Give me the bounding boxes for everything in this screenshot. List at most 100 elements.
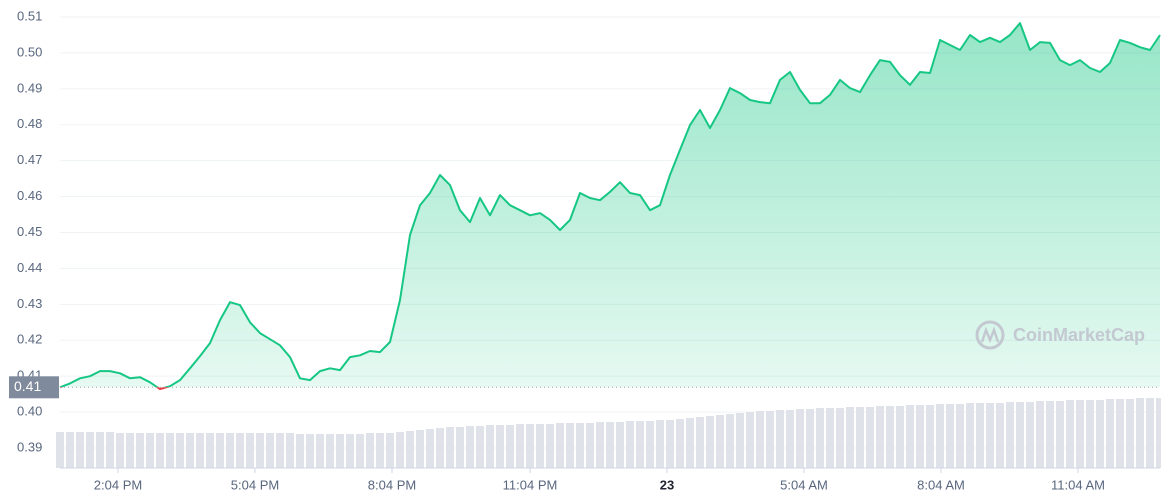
volume-bar bbox=[696, 417, 704, 468]
volume-bar bbox=[836, 408, 844, 468]
volume-bar bbox=[536, 424, 544, 468]
volume-bar bbox=[1086, 400, 1094, 468]
volume-bar bbox=[1046, 401, 1054, 468]
volume-bar bbox=[676, 419, 684, 468]
volume-bar bbox=[526, 424, 534, 468]
volume-bar bbox=[1156, 398, 1161, 468]
volume-bar bbox=[1016, 402, 1024, 468]
x-tick-label: 8:04 PM bbox=[368, 477, 416, 492]
y-tick-label: 0.49 bbox=[17, 80, 42, 95]
volume-bar bbox=[316, 434, 324, 468]
volume-bar bbox=[326, 434, 334, 468]
volume-bar bbox=[76, 432, 84, 468]
volume-bar bbox=[176, 433, 184, 468]
y-tick-label: 0.43 bbox=[17, 296, 42, 311]
volume-bar bbox=[276, 433, 284, 468]
x-tick-label: 23 bbox=[660, 477, 674, 492]
volume-bar bbox=[756, 411, 764, 468]
volume-bar bbox=[306, 434, 314, 468]
y-tick-label: 0.45 bbox=[17, 224, 42, 239]
volume-bar bbox=[726, 414, 734, 468]
x-tick-label: 11:04 AM bbox=[1051, 477, 1105, 492]
volume-bar bbox=[616, 422, 624, 468]
volume-bar bbox=[116, 433, 124, 468]
volume-bar bbox=[1136, 398, 1144, 468]
volume-bar bbox=[206, 433, 214, 468]
volume-bar bbox=[776, 410, 784, 468]
volume-bar bbox=[906, 405, 914, 468]
x-tick-label: 8:04 AM bbox=[917, 477, 965, 492]
volume-bar bbox=[546, 424, 554, 468]
volume-bar bbox=[1116, 399, 1124, 468]
volume-bar bbox=[386, 433, 394, 468]
volume-bar bbox=[876, 406, 884, 468]
volume-bar bbox=[636, 421, 644, 468]
volume-bar bbox=[956, 404, 964, 468]
volume-bar bbox=[946, 404, 954, 468]
volume-bar bbox=[166, 433, 174, 468]
watermark-logo bbox=[975, 320, 1005, 350]
volume-bar bbox=[986, 403, 994, 468]
volume-bar bbox=[586, 423, 594, 468]
volume-bar bbox=[786, 410, 794, 468]
volume-bar bbox=[806, 409, 814, 468]
y-tick-label: 0.46 bbox=[17, 188, 42, 203]
watermark-logo-mark bbox=[980, 326, 1000, 344]
volume-bar bbox=[506, 425, 514, 468]
volume-bar bbox=[236, 433, 244, 468]
volume-bar bbox=[1076, 400, 1084, 468]
volume-bar bbox=[496, 425, 504, 468]
x-tick-label: 11:04 PM bbox=[503, 477, 558, 492]
volume-bar bbox=[186, 433, 194, 468]
volume-bar bbox=[796, 409, 804, 468]
volume-bar bbox=[406, 431, 414, 468]
volume-bar bbox=[856, 407, 864, 468]
volume-bar bbox=[416, 430, 424, 468]
watermark: CoinMarketCap bbox=[975, 320, 1145, 350]
volume-bar bbox=[106, 432, 114, 468]
volume-bar bbox=[686, 418, 694, 468]
volume-bar bbox=[1096, 400, 1104, 468]
volume-bar bbox=[366, 433, 374, 468]
x-tick-label: 2:04 PM bbox=[94, 477, 142, 492]
volume-bar bbox=[966, 403, 974, 468]
volume-bar bbox=[566, 423, 574, 468]
volume-bar bbox=[356, 434, 364, 468]
volume-bar bbox=[996, 403, 1004, 468]
volume-bar bbox=[296, 434, 304, 468]
volume-bar bbox=[1026, 402, 1034, 468]
volume-bar bbox=[1006, 402, 1014, 468]
volume-bar bbox=[976, 403, 984, 468]
volume-bar bbox=[736, 413, 744, 468]
volume-bar bbox=[126, 433, 134, 468]
volume-bar bbox=[1066, 400, 1074, 468]
volume-bar bbox=[1056, 401, 1064, 468]
volume-bar bbox=[336, 434, 344, 468]
volume-bar bbox=[1036, 401, 1044, 468]
volume-bar bbox=[816, 408, 824, 468]
volume-bar bbox=[146, 433, 154, 468]
volume-bar bbox=[916, 405, 924, 468]
y-tick-label: 0.40 bbox=[17, 404, 42, 419]
volume-bar bbox=[426, 429, 434, 468]
y-tick-label: 0.47 bbox=[17, 152, 42, 167]
volume-bar bbox=[396, 432, 404, 468]
watermark-text: CoinMarketCap bbox=[1013, 325, 1145, 345]
volume-bar bbox=[266, 433, 274, 468]
y-tick-label: 0.42 bbox=[17, 332, 42, 347]
volume-bar bbox=[136, 433, 144, 468]
volume-bar bbox=[216, 433, 224, 468]
volume-bar bbox=[346, 434, 354, 468]
volume-bar bbox=[716, 415, 724, 468]
volume-bar bbox=[626, 421, 634, 468]
volume-bar bbox=[936, 404, 944, 468]
volume-bar bbox=[486, 425, 494, 468]
volume-bar bbox=[866, 407, 874, 468]
volume-bar bbox=[606, 422, 614, 468]
volume-bar bbox=[226, 433, 234, 468]
y-tick-label: 0.50 bbox=[17, 44, 42, 59]
volume-bar bbox=[246, 433, 254, 468]
price-area bbox=[60, 23, 1160, 388]
volume-bar bbox=[706, 416, 714, 468]
volume-bar bbox=[666, 420, 674, 468]
